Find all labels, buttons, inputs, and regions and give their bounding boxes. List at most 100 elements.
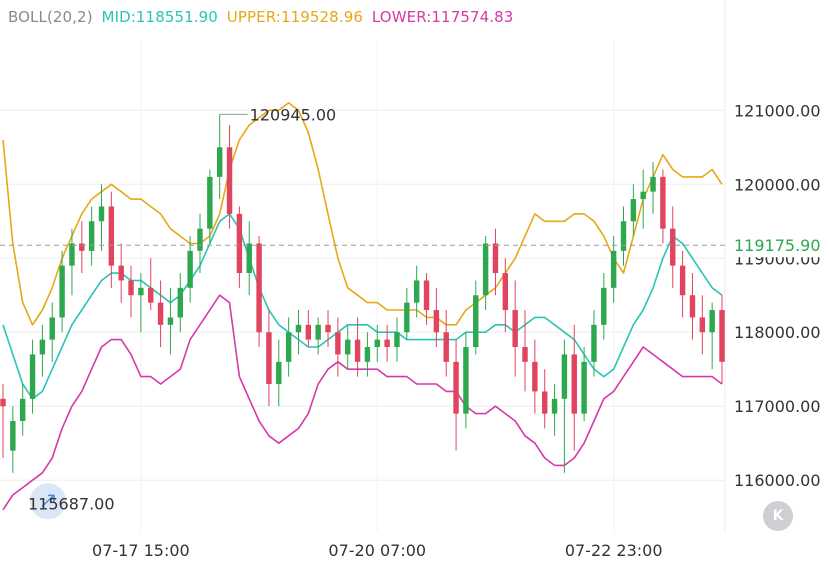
candle-body xyxy=(463,347,469,414)
candle-body xyxy=(148,287,154,303)
x-tick-label: 07-22 23:00 xyxy=(565,541,663,560)
candle xyxy=(650,162,656,214)
candle-body xyxy=(689,295,696,318)
candle xyxy=(315,317,321,355)
candle xyxy=(512,280,518,377)
x-tick-label: 07-17 15:00 xyxy=(92,541,190,560)
candle-body xyxy=(128,280,134,296)
candle xyxy=(384,324,390,362)
candle-body xyxy=(709,310,715,333)
candle xyxy=(88,206,95,266)
y-tick-label: 121000.00 xyxy=(734,101,821,120)
candle xyxy=(699,295,706,355)
candle-body xyxy=(138,287,144,296)
candle-body xyxy=(473,295,479,348)
candle xyxy=(443,310,449,377)
candle-body xyxy=(394,332,400,348)
price-markers: 119175.90 120945.00 115687.00 xyxy=(0,105,829,520)
candle-body xyxy=(364,347,371,362)
candle xyxy=(285,317,292,377)
candle xyxy=(138,273,144,333)
lower-band-line xyxy=(2,294,723,511)
candle xyxy=(423,273,430,325)
boll-legend: BOLL(20,2) MID:118551.90 UPPER:119528.96… xyxy=(8,8,517,26)
candle xyxy=(167,287,174,355)
y-tick-label: 116000.00 xyxy=(734,471,821,490)
candle xyxy=(39,324,46,377)
x-tick-label: 07-20 07:00 xyxy=(328,541,426,560)
candle xyxy=(256,236,262,348)
candle-body xyxy=(10,421,16,451)
candle-body xyxy=(630,199,637,222)
candle xyxy=(689,273,696,340)
candle xyxy=(463,332,469,429)
candle xyxy=(216,114,223,200)
candle-body xyxy=(620,221,627,251)
candle-body xyxy=(345,339,351,355)
grid xyxy=(0,0,726,532)
candle-body xyxy=(492,243,499,274)
low-marker-label: 115687.00 xyxy=(28,494,115,513)
candle xyxy=(335,317,341,377)
candle xyxy=(187,236,193,303)
candle xyxy=(59,250,65,333)
candle xyxy=(246,221,252,296)
candle-body xyxy=(0,398,6,407)
current-price-tag-bg xyxy=(726,233,829,258)
reset-view-icon: K xyxy=(772,508,784,524)
candle xyxy=(532,339,538,414)
candle xyxy=(473,280,479,355)
candle xyxy=(660,169,666,244)
candle-body xyxy=(285,332,292,362)
candle-body xyxy=(679,265,686,296)
candle-body xyxy=(295,324,302,333)
candle-body xyxy=(335,332,341,355)
candle xyxy=(679,250,686,318)
candle-body xyxy=(512,310,518,348)
upper-band-line xyxy=(2,102,723,326)
candle-body xyxy=(571,354,577,414)
candle xyxy=(433,287,440,348)
candle-body xyxy=(542,391,548,414)
low-marker-arrow-icon xyxy=(41,494,55,507)
legend-lower: LOWER:117574.83 xyxy=(371,8,514,26)
candle-body xyxy=(266,332,272,385)
candle xyxy=(148,258,154,311)
candle xyxy=(601,273,607,340)
candle xyxy=(374,324,380,362)
y-tick-label: 117000.00 xyxy=(734,397,821,416)
candle-body xyxy=(561,354,568,399)
candle xyxy=(581,347,587,422)
candle xyxy=(276,339,282,407)
candle xyxy=(620,206,627,266)
legend-boll-label: BOLL(20,2) xyxy=(8,8,93,26)
candle-body xyxy=(610,250,617,288)
candle xyxy=(69,228,75,296)
candle-body xyxy=(118,265,124,281)
candle xyxy=(561,339,568,473)
candle xyxy=(394,317,400,362)
candle-body xyxy=(522,347,528,362)
candle xyxy=(453,339,459,451)
candle xyxy=(266,310,272,407)
candle-body xyxy=(197,228,203,251)
candle-body xyxy=(226,147,233,214)
candle xyxy=(29,339,36,414)
candle-body xyxy=(423,280,430,311)
reset-view-button[interactable]: K xyxy=(763,501,793,531)
candle-body xyxy=(354,339,361,362)
candle-body xyxy=(167,317,174,325)
candle-body xyxy=(404,302,410,333)
candle-body xyxy=(305,324,312,340)
candle-body xyxy=(551,398,558,414)
candle-body xyxy=(581,361,587,414)
y-axis: 121000.00120000.00119000.00118000.001170… xyxy=(734,101,821,490)
candle-body xyxy=(19,398,26,422)
candle-body xyxy=(276,361,282,385)
candle-body xyxy=(453,361,459,414)
candle xyxy=(591,310,597,377)
legend-upper: UPPER:119528.96 xyxy=(226,8,363,26)
candle xyxy=(354,317,361,377)
x-axis: 07-17 15:00 07-20 07:00 07-22 23:00 xyxy=(92,541,662,560)
